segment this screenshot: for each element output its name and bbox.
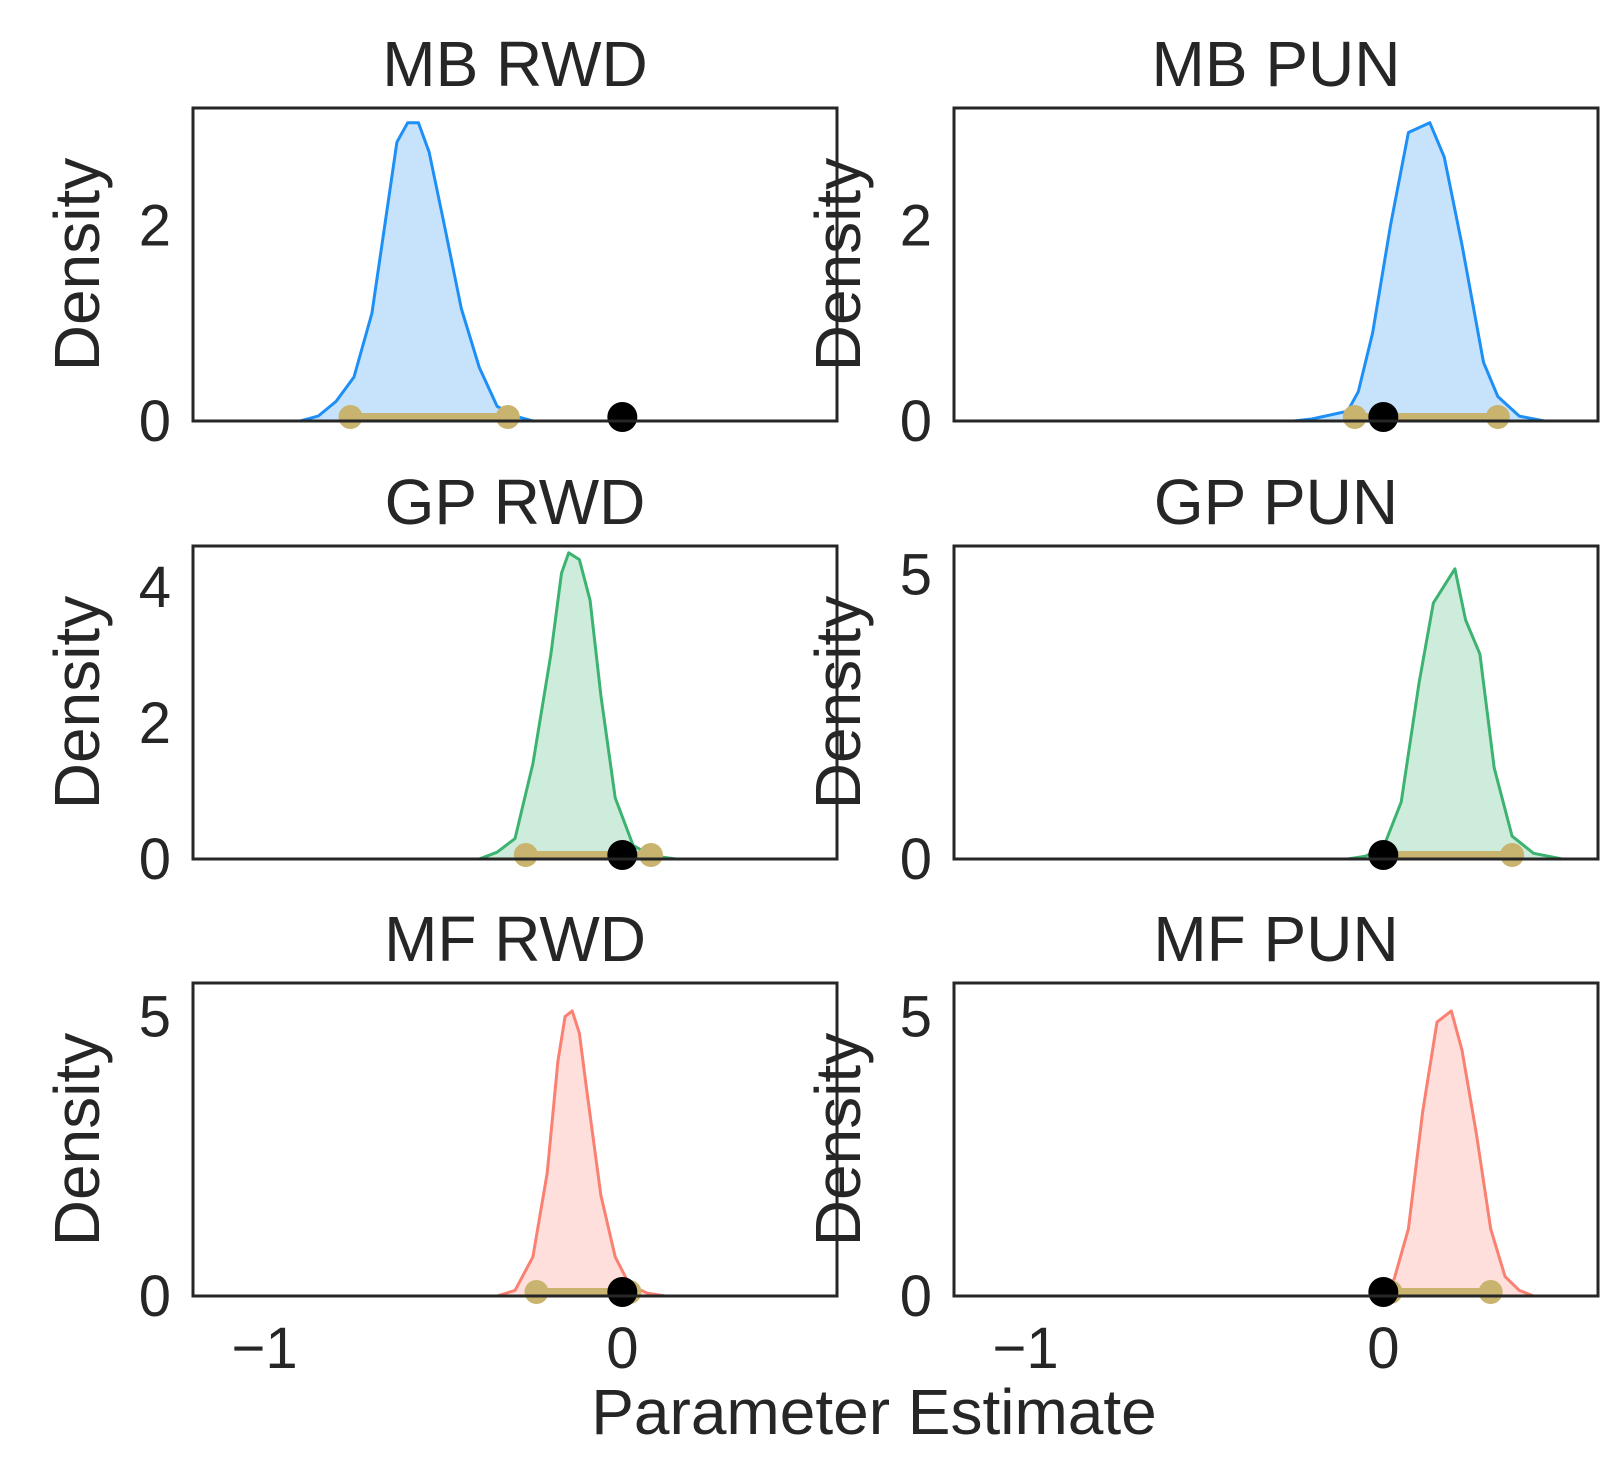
y-tick-label: 0 bbox=[139, 827, 171, 892]
zero-marker bbox=[607, 402, 638, 432]
panel-title: MF PUN bbox=[1153, 903, 1398, 975]
x-axis-label: Parameter Estimate bbox=[591, 1376, 1157, 1448]
y-tick-label: 2 bbox=[139, 193, 171, 258]
x-tick-label: −1 bbox=[992, 1316, 1058, 1381]
panel-gp-rwd: GP RWD Density 0 2 4 bbox=[41, 466, 839, 892]
panel-frame bbox=[952, 106, 1600, 423]
density-line bbox=[1293, 121, 1545, 421]
y-axis-label: Density bbox=[802, 596, 874, 809]
y-tick-label: 0 bbox=[900, 1264, 932, 1329]
interval-endpoint-low bbox=[513, 843, 538, 867]
x-tick-label: 0 bbox=[1367, 1316, 1399, 1381]
zero-marker bbox=[607, 840, 638, 870]
panel-mb-rwd: MB RWD Density 0 2 bbox=[41, 28, 839, 454]
panel-frame bbox=[191, 544, 839, 861]
density-fill bbox=[1347, 568, 1563, 859]
density-line bbox=[478, 551, 677, 859]
panel-frame bbox=[191, 981, 839, 1298]
panel-title: MF RWD bbox=[384, 903, 646, 975]
panel-title: GP PUN bbox=[1154, 466, 1398, 538]
panel-title: GP RWD bbox=[385, 466, 646, 538]
interval-endpoint-low bbox=[338, 405, 363, 429]
y-tick-label: 0 bbox=[900, 389, 932, 454]
panel-mf-rwd: MF RWD Density 0 5 −1 0 bbox=[41, 903, 839, 1381]
interval-endpoint-low bbox=[1342, 405, 1367, 429]
interval-endpoint-high bbox=[638, 843, 663, 867]
y-axis-label: Density bbox=[802, 158, 874, 371]
panel-title: MB PUN bbox=[1152, 28, 1401, 100]
panel-frame bbox=[952, 981, 1600, 1298]
density-fill bbox=[300, 122, 533, 421]
interval-endpoint-high bbox=[1485, 405, 1510, 429]
y-axis-label: Density bbox=[41, 1033, 113, 1246]
x-tick-label: −1 bbox=[231, 1316, 297, 1381]
density-line bbox=[1347, 567, 1563, 859]
panel-title: MB RWD bbox=[382, 28, 647, 100]
panel-frame bbox=[191, 106, 839, 423]
density-fill bbox=[479, 552, 676, 859]
zero-marker bbox=[1368, 1277, 1399, 1307]
y-axis-label: Density bbox=[802, 1033, 874, 1246]
panel-mf-pun: MF PUN Density 0 5 −1 0 bbox=[802, 903, 1600, 1381]
density-line bbox=[299, 121, 534, 421]
zero-marker bbox=[607, 1277, 638, 1307]
panel-frame bbox=[952, 544, 1600, 861]
y-tick-label: 5 bbox=[900, 985, 932, 1050]
y-tick-label: 5 bbox=[900, 542, 932, 607]
zero-marker bbox=[1368, 402, 1399, 432]
density-fill bbox=[1383, 1010, 1534, 1296]
interval-endpoint-low bbox=[524, 1280, 549, 1304]
panel-gp-pun: GP PUN Density 0 5 bbox=[802, 466, 1600, 892]
x-tick-label: 0 bbox=[606, 1316, 638, 1381]
interval-endpoint-high bbox=[1500, 843, 1525, 867]
y-tick-label: 0 bbox=[139, 1264, 171, 1329]
panel-mb-pun: MB PUN Density 0 2 bbox=[802, 28, 1600, 454]
y-axis-label: Density bbox=[41, 596, 113, 809]
y-tick-label: 5 bbox=[139, 985, 171, 1050]
density-fill bbox=[1293, 122, 1545, 421]
density-line bbox=[1382, 1009, 1535, 1296]
interval-endpoint-high bbox=[1478, 1280, 1503, 1304]
y-tick-label: 2 bbox=[900, 193, 932, 258]
y-tick-label: 0 bbox=[900, 827, 932, 892]
y-tick-label: 2 bbox=[139, 691, 171, 756]
zero-marker bbox=[1368, 840, 1399, 870]
y-tick-label: 0 bbox=[139, 389, 171, 454]
interval-endpoint-high bbox=[495, 405, 520, 429]
y-tick-label: 4 bbox=[139, 555, 171, 620]
y-axis-label: Density bbox=[41, 158, 113, 371]
